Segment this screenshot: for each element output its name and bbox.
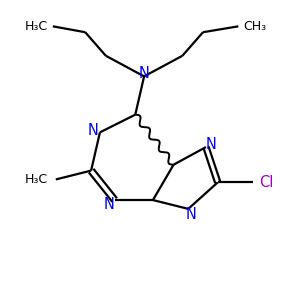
Text: Cl: Cl — [259, 175, 274, 190]
Text: CH₃: CH₃ — [243, 20, 266, 33]
Text: N: N — [139, 66, 149, 81]
Text: H₃C: H₃C — [25, 20, 48, 33]
Text: N: N — [88, 123, 99, 138]
Text: N: N — [206, 136, 217, 152]
Text: H₃C: H₃C — [25, 173, 48, 186]
Text: N: N — [104, 197, 115, 212]
Text: N: N — [186, 207, 197, 222]
